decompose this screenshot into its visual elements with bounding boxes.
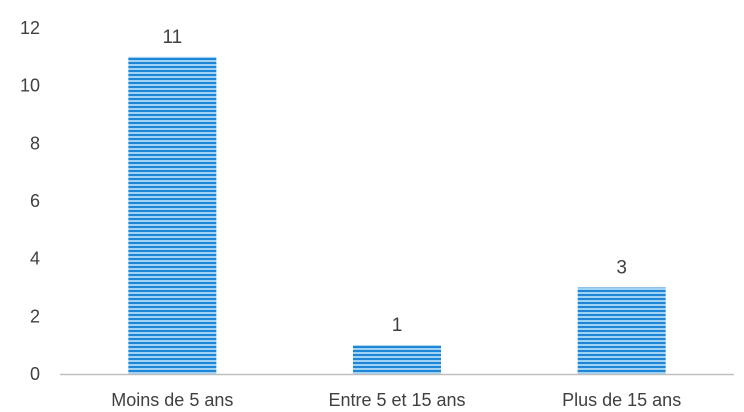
y-tick-label: 8 — [30, 133, 40, 153]
y-axis: 0 2 4 6 8 10 12 — [20, 18, 40, 384]
x-category-label: Moins de 5 ans — [111, 390, 233, 410]
bar — [353, 345, 441, 374]
y-tick-label: 4 — [30, 249, 40, 269]
bar — [577, 287, 666, 374]
y-tick-label: 12 — [20, 18, 40, 38]
y-tick-label: 6 — [30, 191, 40, 211]
bar-value-label: 3 — [616, 258, 627, 279]
y-tick-label: 0 — [30, 364, 40, 384]
x-category-label: Entre 5 et 15 ans — [328, 390, 465, 410]
y-tick-label: 2 — [30, 306, 40, 326]
y-tick-label: 10 — [20, 76, 40, 96]
x-category-label: Plus de 15 ans — [562, 390, 681, 410]
bar-value-label: 1 — [392, 315, 403, 336]
bar-value-label: 11 — [162, 27, 182, 48]
bars — [128, 56, 666, 374]
x-axis: Moins de 5 ans Entre 5 et 15 ans Plus de 1… — [60, 373, 734, 410]
bar — [128, 56, 217, 374]
